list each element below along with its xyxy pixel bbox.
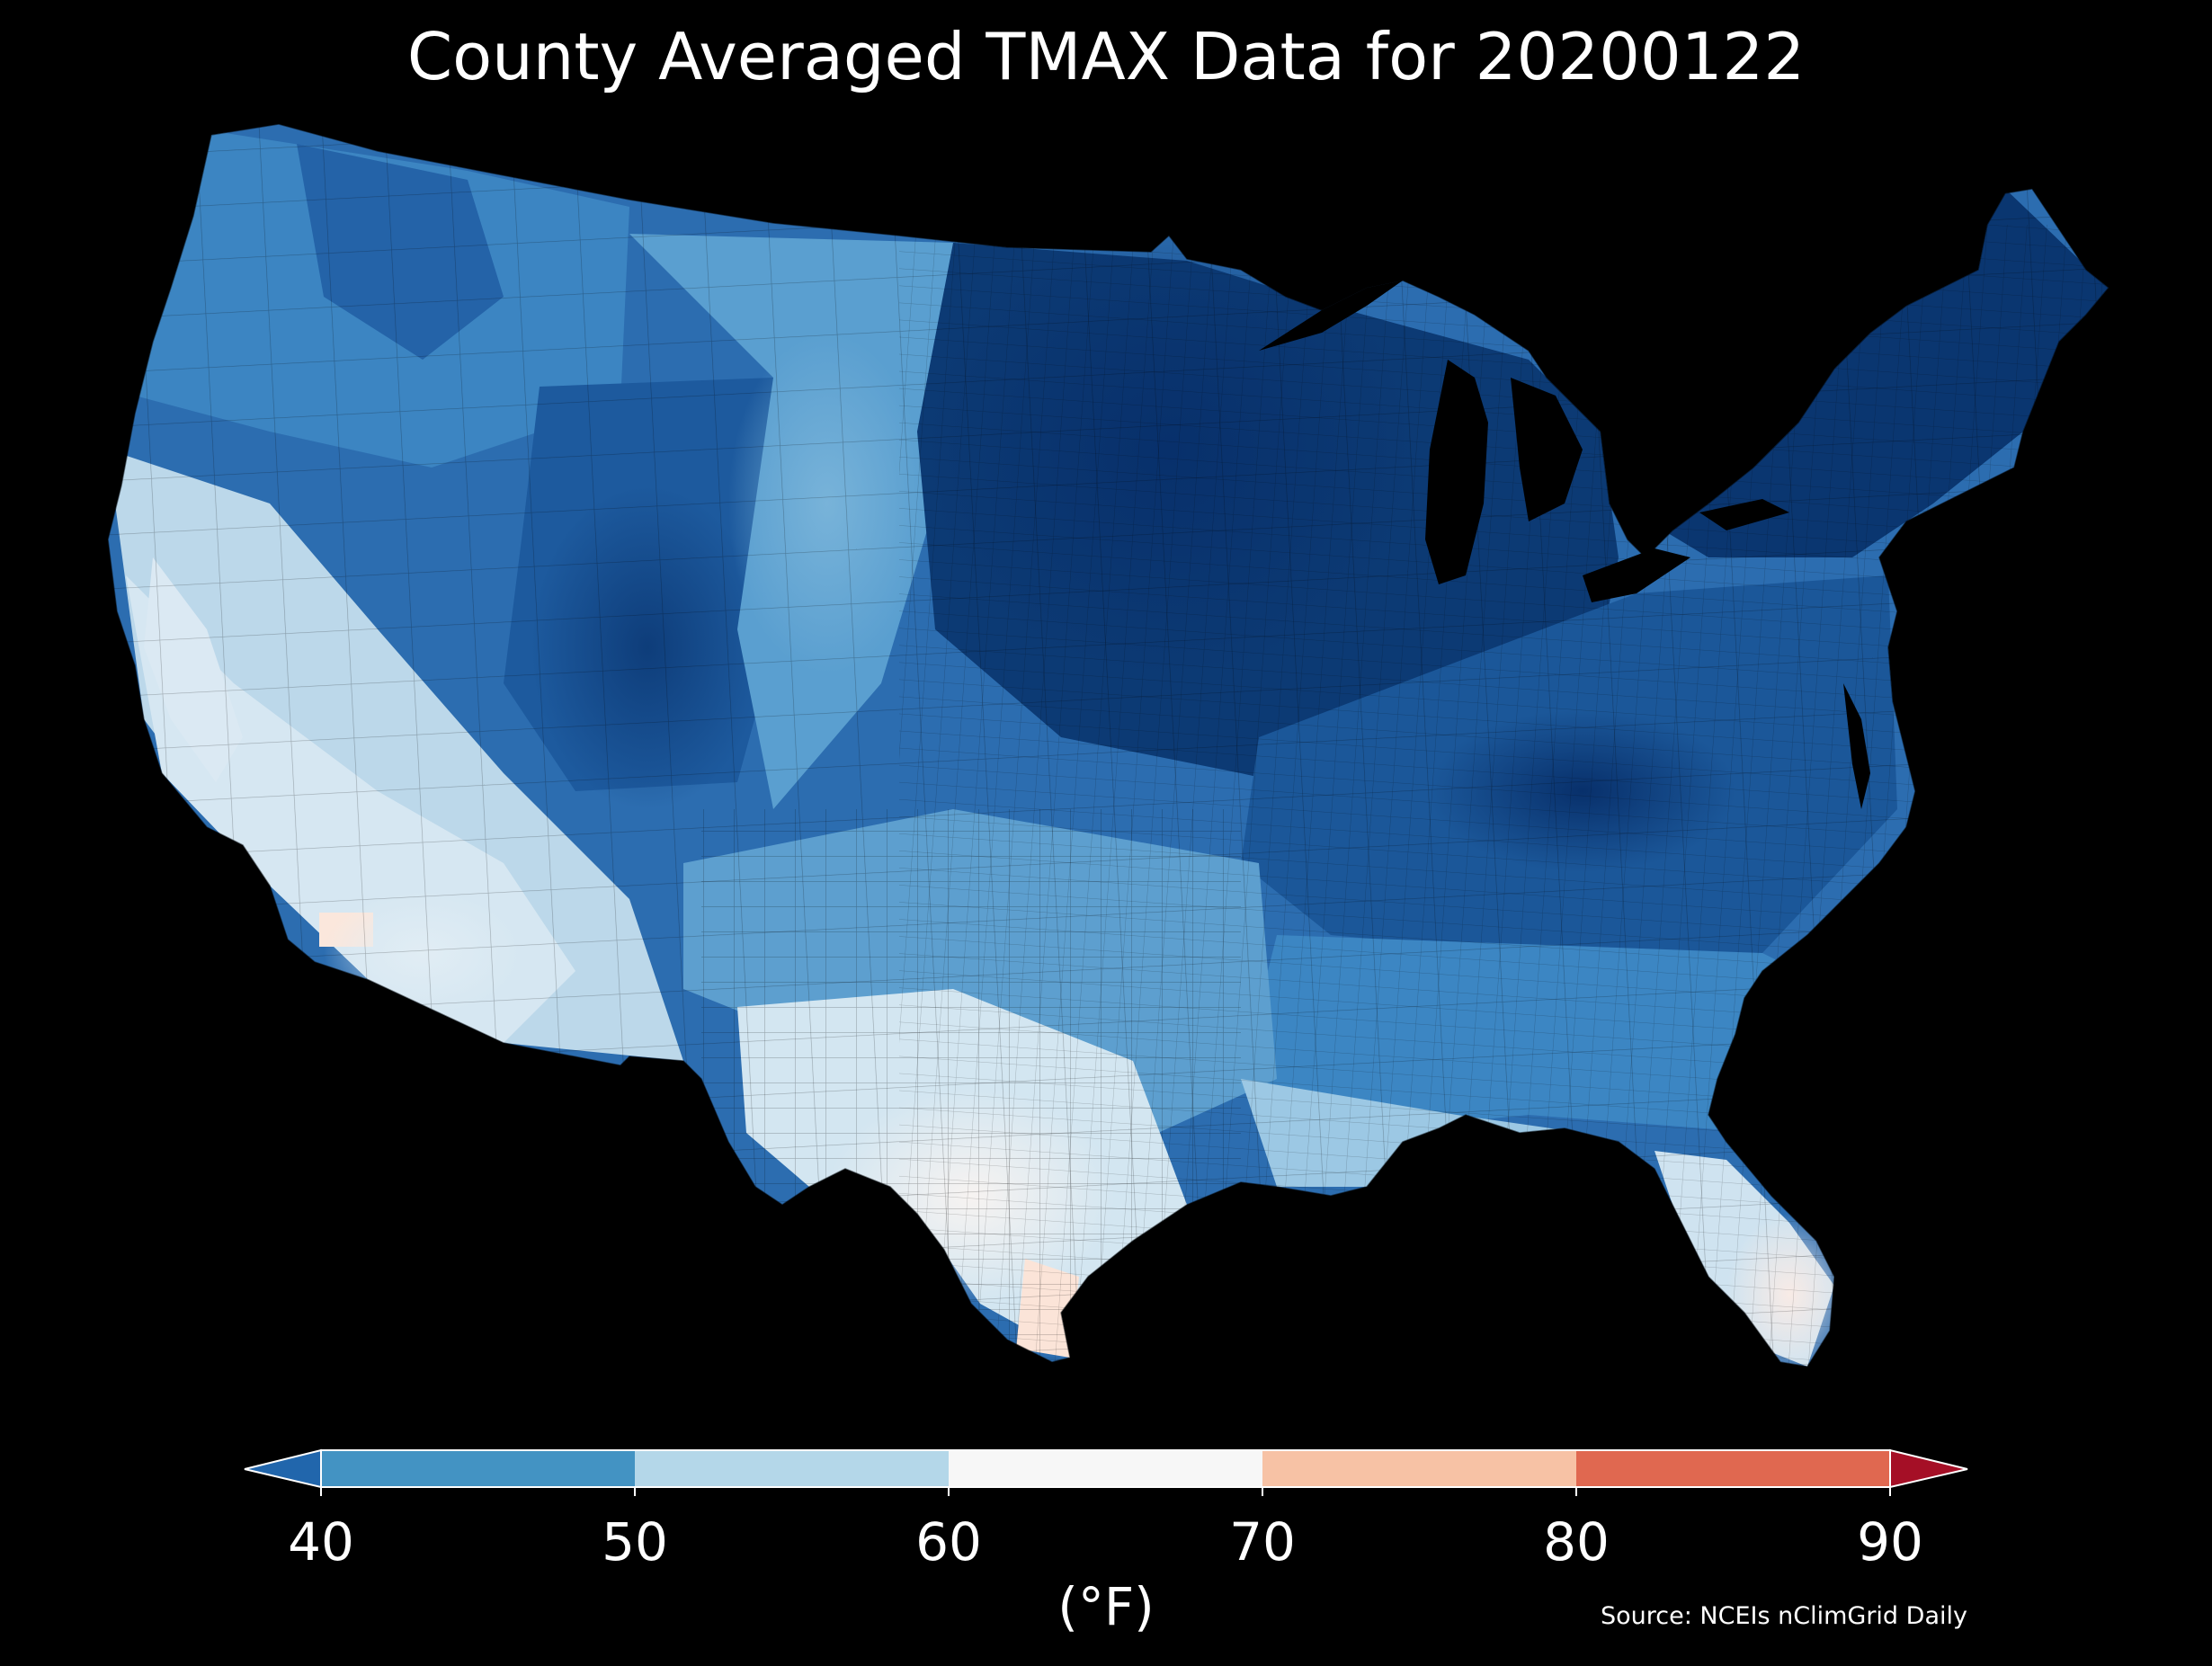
lake-michigan bbox=[1425, 360, 1488, 584]
colorbar-bin-70-80 bbox=[1262, 1450, 1576, 1487]
colorbar-tick-50: 50 bbox=[602, 1511, 668, 1572]
colorbar-bin-50-60 bbox=[635, 1450, 949, 1487]
colorbar-bin-60-70 bbox=[949, 1450, 1262, 1487]
colorbar-tick-70: 70 bbox=[1229, 1511, 1296, 1572]
colorbar-tick-80: 80 bbox=[1543, 1511, 1610, 1572]
lake-superior bbox=[1259, 281, 1403, 351]
colorbar-under-arrow bbox=[244, 1448, 322, 1489]
lake-erie bbox=[1583, 548, 1690, 602]
colorbar-tick-60: 60 bbox=[915, 1511, 982, 1572]
colorbar-bin-80-90 bbox=[1576, 1450, 1890, 1487]
colorbar-bin-40-50 bbox=[321, 1450, 635, 1487]
colorbar-tick-90: 90 bbox=[1857, 1511, 1923, 1572]
map-title: County Averaged TMAX Data for 20200122 bbox=[406, 19, 1806, 94]
chesapeake-bay bbox=[1843, 683, 1870, 809]
lake-huron bbox=[1511, 378, 1583, 521]
lake-ontario bbox=[1699, 499, 1789, 530]
colorbar-over-arrow bbox=[1889, 1448, 1968, 1489]
colorbar-tick-40: 40 bbox=[288, 1511, 354, 1572]
source-credit: Source: NCEIs nClimGrid Daily bbox=[1601, 1602, 1967, 1630]
colorbar-unit-label: (°F) bbox=[1057, 1576, 1155, 1637]
